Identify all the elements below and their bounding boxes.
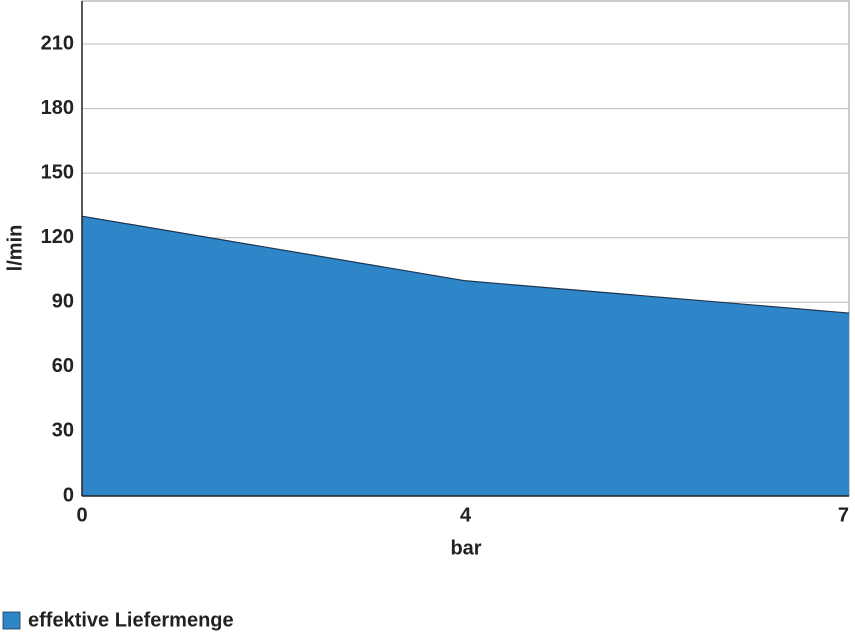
- y-tick-label: 90: [52, 291, 74, 313]
- y-tick-label: 180: [41, 97, 74, 119]
- area-outline: [81, 215, 850, 314]
- y-axis-label: l/min: [4, 225, 26, 272]
- area: [82, 216, 849, 496]
- y-tick-label: 150: [41, 161, 74, 183]
- legend-label: effektive Liefermenge: [28, 609, 234, 631]
- x-tick-label: 7: [838, 504, 849, 526]
- y-tick-label: 120: [41, 226, 74, 248]
- legend-swatch: [2, 611, 21, 630]
- y-tick-label: 0: [63, 484, 74, 506]
- y-tick-label: 210: [41, 32, 74, 54]
- y-tick-label: 30: [52, 420, 74, 442]
- x-tick-label: 4: [460, 504, 472, 526]
- y-tick-label: 60: [52, 355, 74, 377]
- x-tick-label: 0: [76, 504, 87, 526]
- x-axis-label: bar: [450, 537, 481, 559]
